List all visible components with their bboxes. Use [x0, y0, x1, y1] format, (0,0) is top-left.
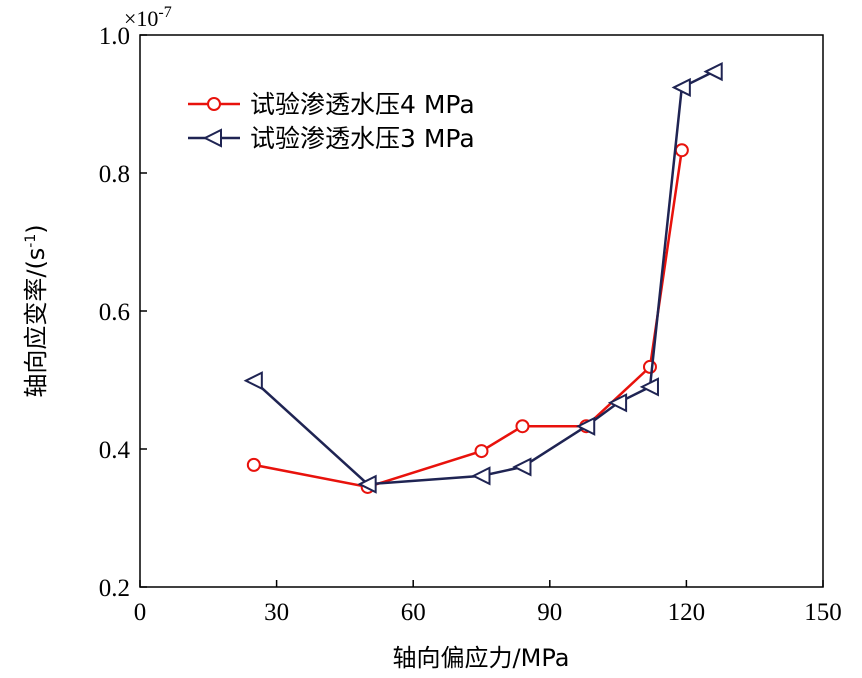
- x-ticks: 0 30 60 90 120 150: [134, 580, 842, 626]
- x-tick-label: 120: [668, 599, 706, 626]
- series-layer: [243, 61, 723, 494]
- data-point-circle: [642, 359, 657, 374]
- data-point-triangle: [243, 371, 263, 391]
- legend-label-3mpa: 试验渗透水压3 MPa: [250, 124, 475, 153]
- x-tick-label: 30: [264, 599, 289, 626]
- legend: 试验渗透水压4 MPa 试验渗透水压3 MPa: [188, 90, 475, 153]
- y-tick-label: 0.4: [99, 437, 131, 464]
- data-point-circle: [515, 419, 530, 434]
- y-multiplier-exponent: -7: [158, 4, 171, 21]
- y-tick-label: 0.6: [99, 299, 130, 326]
- legend-label-4mpa: 试验渗透水压4 MPa: [250, 90, 475, 119]
- data-point-circle: [474, 444, 489, 459]
- data-point-circle: [246, 457, 261, 472]
- y-tick-label: 1.0: [99, 23, 130, 50]
- data-point-triangle: [607, 393, 628, 413]
- data-point-triangle: [639, 377, 659, 397]
- y-axis-title: 轴向应变率/(s-1): [22, 224, 50, 397]
- x-tick-label: 150: [804, 599, 842, 626]
- x-tick-label: 90: [537, 599, 562, 626]
- x-tick-label: 0: [134, 599, 147, 626]
- x-axis-title: 轴向偏应力/MPa: [393, 644, 570, 672]
- y-multiplier: ×10-7: [124, 4, 172, 31]
- data-point-triangle: [575, 416, 596, 436]
- y-tick-label: 0.8: [99, 161, 130, 188]
- data-point-triangle: [671, 77, 691, 98]
- y-axis-title-sup: -1: [23, 234, 39, 248]
- data-point-circle: [674, 143, 689, 158]
- y-tick-label: 0.2: [99, 575, 130, 602]
- y-axis-title-end: ): [22, 224, 50, 233]
- data-point-triangle: [703, 61, 723, 82]
- data-point-triangle: [357, 474, 377, 494]
- plot-frame: [139, 34, 824, 588]
- series-line-0: [253, 150, 684, 489]
- data-point-triangle: [471, 466, 491, 486]
- legend-marker-4mpa: [207, 97, 221, 111]
- y-ticks: 0.2 0.4 0.6 0.8 1.0: [99, 23, 147, 602]
- legend-marker-3mpa: [202, 128, 222, 148]
- y-axis-title-main: 轴向应变率/(s: [22, 248, 50, 398]
- data-point-triangle: [512, 457, 532, 477]
- x-tick-label: 60: [401, 599, 426, 626]
